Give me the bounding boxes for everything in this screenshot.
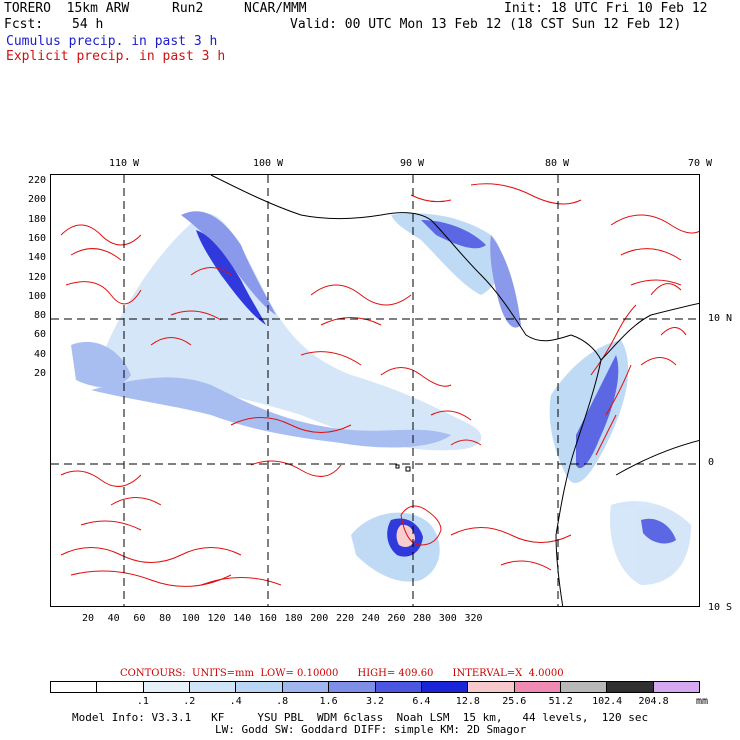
y-tick-label: 40 (33, 348, 46, 360)
x-tick-label: 40 (107, 613, 120, 624)
colorbar-label: 12.8 (455, 696, 480, 707)
colorbar-label: 102.4 (592, 696, 623, 707)
colorbar-swatch (375, 682, 422, 692)
model-info-line2: LW: Godd SW: Goddard DIFF: simple KM: 2D… (215, 723, 527, 736)
colorbar-swatch (51, 682, 98, 692)
y-tick-label: 200 (27, 194, 46, 206)
x-tick-label: 220 (335, 613, 355, 624)
colorbar-swatch (468, 682, 515, 692)
colorbar (50, 681, 700, 693)
y-tick-label: 140 (27, 252, 46, 264)
colorbar-swatch (421, 682, 469, 692)
y-tick-label: 100 (27, 290, 46, 302)
x-tick-label: 200 (310, 613, 329, 624)
colorbar-swatch (282, 682, 330, 692)
run-label: Run2 (172, 1, 204, 16)
x-tick-label: 320 (464, 613, 483, 624)
colorbar-label: 204.8 (638, 696, 669, 707)
coastlines (210, 175, 699, 606)
x-tick-label: 120 (207, 613, 226, 624)
colorbar-label: .2 (183, 696, 196, 707)
cumulus-precip-shading (71, 211, 691, 585)
y-tick-label: 160 (27, 232, 46, 244)
org-label: NCAR/MMM (244, 1, 307, 16)
colorbar-unit: mm (696, 696, 709, 707)
fcst-label: Fcst: (4, 17, 44, 32)
x-tick-label: 60 (133, 613, 146, 624)
colorbar-label: .4 (229, 696, 242, 707)
colorbar-label: 6.4 (412, 696, 431, 707)
y-tick-label: 220 (27, 175, 46, 186)
lon-label-70w: 70 W (687, 158, 713, 169)
lon-label-80w: 80 W (544, 158, 570, 169)
colorbar-label: 1.6 (319, 696, 338, 707)
x-tick-label: 240 (361, 613, 380, 624)
y-tick-label: 20 (33, 368, 46, 379)
x-tick-label: 300 (438, 613, 457, 624)
model-title: TORERO 15km ARW (4, 1, 130, 16)
y-tick-label: 120 (27, 271, 46, 283)
x-tick-label: 20 (81, 613, 95, 624)
valid-time: Valid: 00 UTC Mon 13 Feb 12 (18 CST Sun … (290, 17, 682, 32)
colorbar-label: 3.2 (365, 696, 385, 707)
lat-label-10n: 10 N (708, 313, 733, 324)
fcst-hours: 54 h (72, 17, 104, 32)
x-tick-label: 180 (284, 613, 303, 624)
contour-high: HIGH= 409.60 (357, 668, 434, 679)
y-tick-label: 60 (33, 329, 46, 341)
colorbar-swatch (653, 682, 700, 692)
contour-units: UNITS=mm (192, 668, 255, 679)
lon-label-110w: 110 W (108, 158, 140, 169)
cumulus-legend: Cumulus precip. in past 3 h (6, 34, 218, 49)
colorbar-label: .1 (136, 696, 149, 707)
colorbar-swatch (97, 682, 144, 692)
lat-lon-grid (51, 175, 699, 606)
colorbar-swatch (143, 682, 191, 692)
colorbar-swatch (607, 682, 654, 692)
model-info-line1: Model Info: V3.3.1 KF YSU PBL WDM 6class… (72, 711, 649, 724)
precip-map (50, 174, 700, 607)
explicit-legend: Explicit precip. in past 3 h (6, 49, 226, 64)
lat-label-0: 0 (708, 457, 715, 468)
contour-info: CONTOURS: UNITS=mm LOW= 0.10000 HIGH= 40… (120, 668, 564, 679)
colorbar-swatch (329, 682, 376, 692)
colorbar-label: .8 (276, 696, 289, 707)
colorbar-swatch (236, 682, 283, 692)
explicit-precip-contours (60, 183, 699, 587)
lon-label-100w: 100 W (252, 158, 284, 169)
colorbar-label: 51.2 (548, 696, 573, 707)
map-canvas (51, 175, 699, 606)
x-tick-label: 260 (387, 613, 406, 624)
contour-label: CONTOURS: (120, 668, 186, 679)
x-tick-label: 280 (413, 613, 432, 624)
y-tick-label: 180 (27, 213, 46, 225)
contour-low: LOW= 0.10000 (260, 668, 339, 679)
colorbar-swatch (560, 682, 608, 692)
x-tick-label: 140 (233, 613, 252, 624)
contour-interval: INTERVAL=X 4.0000 (452, 668, 564, 679)
y-tick-label: 80 (33, 310, 46, 322)
lat-label-10s: 10 S (708, 602, 733, 613)
colorbar-label: 25.6 (502, 696, 527, 707)
colorbar-swatch (190, 682, 237, 692)
init-time: Init: 18 UTC Fri 10 Feb 12 (504, 1, 708, 16)
colorbar-swatch (514, 682, 561, 692)
x-tick-label: 100 (181, 613, 200, 624)
x-tick-label: 160 (258, 613, 277, 624)
lon-label-90w: 90 W (399, 158, 425, 169)
x-tick-label: 80 (159, 613, 172, 624)
